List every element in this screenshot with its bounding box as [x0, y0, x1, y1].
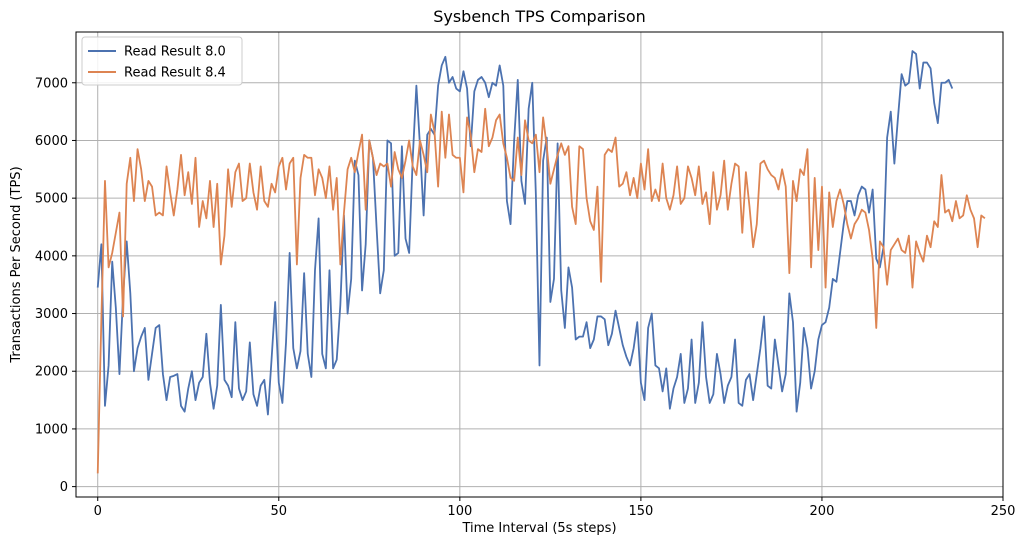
y-tick-label: 3000	[35, 307, 68, 322]
grid-lines	[76, 32, 1004, 497]
legend-label-2: Read Result 8.4	[124, 66, 226, 81]
y-tick-label: 5000	[35, 192, 68, 207]
y-tick-label: 0	[60, 480, 68, 495]
x-axis-title: Time Interval (5s steps)	[461, 521, 616, 536]
series-line-2	[96, 107, 986, 474]
legend-box	[81, 36, 243, 86]
x-tick-label: 50	[271, 504, 288, 519]
x-tick-label: 200	[810, 504, 835, 519]
legend-label-1: Read Result 8.0	[124, 45, 226, 60]
y-tick-label: 6000	[35, 134, 68, 149]
x-tick-label: 150	[628, 504, 653, 519]
y-tick-label: 7000	[35, 76, 68, 91]
x-axis-ticks: 0 50 100 150 200 250	[94, 497, 1016, 519]
x-tick-label: 250	[991, 504, 1016, 519]
series-line-1	[96, 50, 954, 416]
y-axis-ticks: 0 1000 2000 3000 4000 5000 6000 7000	[35, 76, 76, 495]
y-tick-label: 2000	[35, 365, 68, 380]
y-tick-label: 4000	[35, 249, 68, 264]
x-tick-label: 0	[94, 504, 102, 519]
x-tick-label: 100	[447, 504, 472, 519]
series-lines	[96, 50, 986, 474]
plot-frame	[75, 31, 1004, 498]
y-axis-title: Transactions Per Second (TPS)	[9, 166, 24, 363]
chart-title: Sysbench TPS Comparison	[433, 7, 646, 26]
legend: Read Result 8.0 Read Result 8.4	[81, 36, 243, 86]
y-tick-label: 1000	[35, 422, 68, 437]
